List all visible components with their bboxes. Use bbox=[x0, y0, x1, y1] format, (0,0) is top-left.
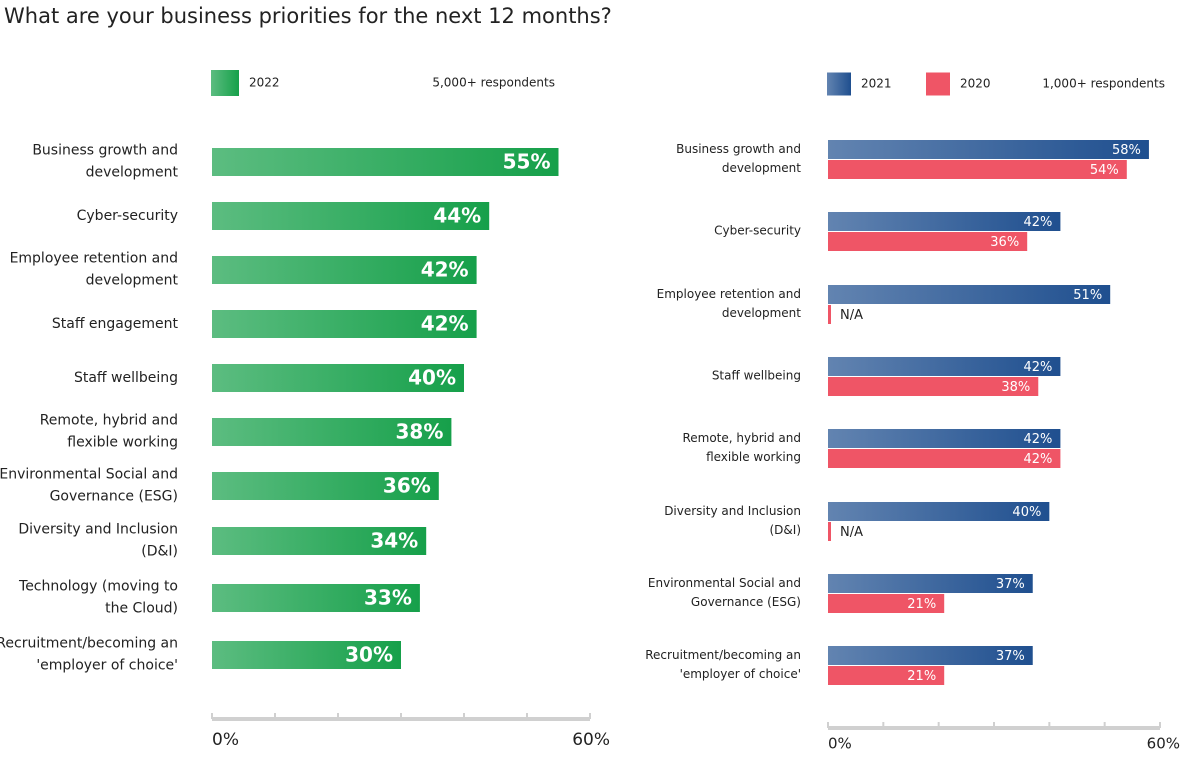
value-label: 58% bbox=[1112, 143, 1141, 158]
value-label: 33% bbox=[364, 586, 412, 610]
legend-swatch bbox=[827, 72, 851, 96]
value-label: 21% bbox=[907, 669, 936, 684]
value-label: 42% bbox=[1023, 432, 1052, 447]
value-label: 37% bbox=[996, 577, 1025, 592]
category-label: Environmental Social and Governance (ESG… bbox=[647, 575, 801, 609]
category-label: Diversity and Inclusion (D&I) bbox=[664, 503, 801, 537]
value-label: 21% bbox=[907, 597, 936, 612]
category-label: Technology (moving to the Cloud) bbox=[19, 578, 178, 617]
value-label: 42% bbox=[1023, 452, 1052, 467]
value-label: 37% bbox=[996, 649, 1025, 664]
bar bbox=[828, 574, 1033, 593]
bar bbox=[828, 594, 945, 613]
bar bbox=[828, 377, 1039, 396]
bar bbox=[212, 527, 427, 555]
bar bbox=[212, 641, 401, 669]
bar bbox=[828, 666, 945, 685]
na-marker bbox=[828, 305, 831, 324]
note: 1,000+ respondents bbox=[1042, 77, 1165, 91]
bar bbox=[828, 357, 1061, 376]
value-label: 34% bbox=[370, 529, 418, 553]
category-label: Employee retention and development bbox=[656, 286, 801, 320]
note: 5,000+ respondents bbox=[432, 76, 555, 90]
bar bbox=[828, 140, 1149, 159]
legend-label: 2020 bbox=[960, 77, 991, 91]
bar bbox=[828, 212, 1061, 231]
category-label: Business growth and development bbox=[32, 142, 178, 181]
x-tick-label: 60% bbox=[1147, 735, 1180, 753]
category-label: Cyber-security bbox=[714, 223, 801, 238]
value-label: 38% bbox=[1001, 380, 1030, 395]
legend-swatch bbox=[211, 70, 239, 96]
bar bbox=[212, 202, 490, 230]
value-label: 40% bbox=[1012, 505, 1041, 520]
bar bbox=[828, 232, 1028, 251]
category-label: Recruitment/becoming an 'employer of cho… bbox=[645, 647, 801, 681]
bar bbox=[828, 502, 1050, 521]
na-marker bbox=[828, 522, 831, 541]
category-label: Cyber-security bbox=[76, 207, 178, 224]
bar bbox=[212, 364, 464, 392]
value-label: N/A bbox=[840, 308, 863, 323]
category-label: Business growth and development bbox=[676, 141, 801, 175]
category-label: Remote, hybrid and flexible working bbox=[39, 412, 178, 451]
category-label: Staff engagement bbox=[51, 315, 178, 332]
bar bbox=[828, 160, 1127, 179]
value-label: 42% bbox=[421, 312, 469, 336]
bar bbox=[212, 256, 477, 284]
x-tick-label: 0% bbox=[828, 735, 852, 753]
value-label: 36% bbox=[990, 235, 1019, 250]
value-label: 42% bbox=[1023, 360, 1052, 375]
value-label: 38% bbox=[396, 420, 444, 444]
x-tick-label: 0% bbox=[212, 730, 239, 750]
bar bbox=[212, 418, 452, 446]
x-tick-label: 60% bbox=[572, 730, 610, 750]
category-label: Diversity and Inclusion (D&I) bbox=[18, 521, 178, 560]
value-label: 42% bbox=[421, 258, 469, 282]
chart-title: What are your business priorities for th… bbox=[4, 4, 612, 28]
bar bbox=[828, 429, 1061, 448]
legend-label: 2021 bbox=[861, 77, 892, 91]
value-label: 36% bbox=[383, 474, 431, 498]
bar bbox=[212, 310, 477, 338]
value-label: 54% bbox=[1090, 163, 1119, 178]
value-label: 55% bbox=[503, 150, 551, 174]
bar bbox=[212, 584, 420, 612]
value-label: 42% bbox=[1023, 215, 1052, 230]
value-label: 30% bbox=[345, 643, 393, 667]
category-label: Environmental Social and Governance (ESG… bbox=[0, 466, 178, 505]
category-label: Remote, hybrid and flexible working bbox=[682, 430, 801, 464]
category-label: Staff wellbeing bbox=[73, 369, 178, 386]
legend-swatch bbox=[926, 72, 950, 96]
value-label: 51% bbox=[1073, 288, 1102, 303]
bar bbox=[212, 472, 439, 500]
category-label: Staff wellbeing bbox=[711, 368, 801, 383]
value-label: 40% bbox=[408, 366, 456, 390]
legend-label: 2022 bbox=[249, 76, 280, 90]
bar bbox=[212, 148, 559, 176]
value-label: N/A bbox=[840, 525, 863, 540]
value-label: 44% bbox=[433, 204, 481, 228]
category-label: Recruitment/becoming an 'employer of cho… bbox=[0, 635, 178, 674]
bar bbox=[828, 285, 1111, 304]
bar bbox=[828, 449, 1061, 468]
bar bbox=[828, 646, 1033, 665]
category-label: Employee retention and development bbox=[9, 250, 178, 289]
